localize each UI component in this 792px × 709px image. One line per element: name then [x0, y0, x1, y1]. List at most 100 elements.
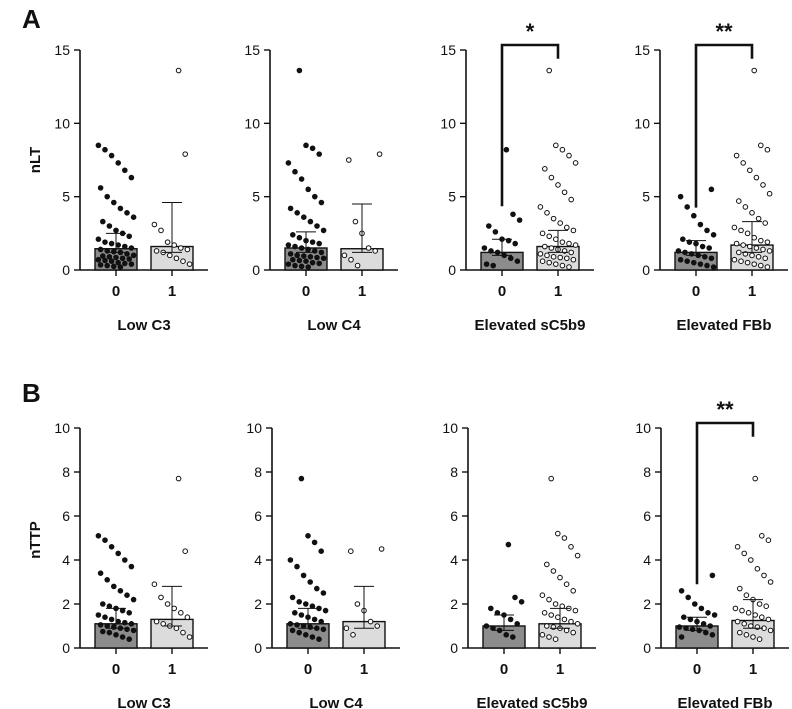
- data-point: [95, 236, 102, 242]
- data-point: [151, 581, 158, 588]
- data-point: [182, 151, 188, 157]
- data-point: [559, 262, 566, 269]
- data-point: [544, 252, 550, 259]
- data-point: [767, 579, 774, 585]
- data-point: [290, 232, 296, 238]
- data-point: [510, 634, 516, 640]
- y-tick-label: 6: [643, 508, 651, 524]
- data-point: [752, 612, 759, 618]
- y-tick-label: 2: [62, 596, 70, 612]
- data-point: [108, 544, 115, 550]
- data-point: [734, 618, 741, 625]
- data-point: [481, 245, 488, 251]
- data-point: [684, 258, 691, 265]
- y-tick-label: 2: [643, 596, 651, 612]
- data-point: [739, 607, 745, 614]
- data-point: [287, 557, 294, 563]
- data-point: [762, 255, 769, 262]
- data-point: [766, 248, 773, 254]
- data-point: [704, 227, 710, 234]
- data-point: [490, 262, 497, 269]
- data-point: [708, 255, 715, 262]
- data-point: [300, 623, 307, 629]
- data-point: [753, 245, 760, 251]
- data-point: [550, 624, 557, 630]
- data-point: [748, 623, 754, 629]
- data-point: [309, 259, 316, 266]
- data-point: [122, 243, 128, 250]
- data-point: [312, 193, 318, 200]
- data-point: [305, 186, 312, 193]
- y-tick-label: 10: [440, 115, 456, 131]
- x-tick-label: 1: [556, 661, 564, 678]
- data-point: [128, 563, 135, 570]
- data-point: [767, 627, 774, 634]
- data-point: [753, 174, 760, 181]
- x-tick-label: 1: [168, 283, 176, 300]
- data-point: [294, 563, 300, 570]
- chart-b-1: 0 2 4 6 8 10 0 1 Low C3: [54, 420, 208, 709]
- data-point: [348, 256, 354, 263]
- x-axis-title: Elevated FBb: [677, 695, 772, 709]
- data-point: [354, 601, 361, 607]
- y-tick-label: 8: [254, 464, 262, 480]
- data-point: [676, 624, 683, 630]
- data-point: [307, 624, 314, 630]
- data-point: [738, 227, 744, 234]
- data-point: [745, 610, 752, 616]
- data-point: [733, 240, 740, 247]
- data-point: [119, 634, 126, 640]
- x-tick-label: 0: [112, 661, 120, 678]
- y-tick-label: 15: [440, 42, 456, 58]
- y-tick-label: 0: [62, 640, 70, 656]
- data-point: [572, 607, 579, 614]
- data-point: [122, 619, 128, 626]
- data-point: [318, 548, 325, 555]
- data-point: [559, 239, 566, 245]
- data-point: [742, 204, 749, 210]
- data-point: [128, 174, 135, 181]
- data-point: [561, 189, 568, 196]
- data-point: [544, 561, 550, 568]
- data-point: [758, 262, 764, 269]
- data-point: [548, 245, 555, 251]
- data-point: [100, 253, 106, 259]
- data-point: [119, 607, 126, 614]
- data-point: [762, 220, 769, 226]
- data-point: [372, 248, 379, 254]
- data-point: [490, 625, 496, 632]
- data-point: [343, 625, 350, 632]
- data-point: [510, 211, 516, 218]
- data-point: [494, 610, 501, 616]
- x-axis-title: Elevated sC5b9: [475, 317, 586, 334]
- data-point: [113, 227, 119, 234]
- y-axis-label-nlt: nLT: [27, 147, 44, 173]
- data-point: [703, 629, 709, 636]
- data-point: [514, 258, 521, 265]
- data-point: [296, 257, 303, 264]
- data-point: [503, 632, 510, 638]
- data-point: [539, 258, 546, 265]
- x-axis-title: Low C4: [309, 695, 363, 709]
- data-point: [130, 627, 137, 634]
- data-point: [568, 544, 574, 550]
- data-point: [552, 601, 559, 607]
- data-point: [314, 585, 320, 592]
- data-point: [97, 570, 104, 577]
- data-point: [755, 215, 762, 222]
- data-point: [734, 544, 741, 550]
- y-tick-label: 8: [643, 464, 651, 480]
- data-point: [546, 634, 552, 640]
- data-point: [537, 204, 544, 210]
- data-point: [301, 253, 307, 259]
- data-point: [296, 599, 303, 605]
- data-point: [113, 632, 119, 638]
- data-point: [130, 252, 137, 259]
- y-tick-label: 10: [635, 420, 651, 436]
- data-point: [738, 258, 744, 265]
- data-point: [559, 603, 566, 610]
- data-point: [557, 220, 564, 226]
- data-point: [115, 259, 121, 266]
- data-point: [108, 240, 115, 247]
- data-point: [561, 616, 568, 623]
